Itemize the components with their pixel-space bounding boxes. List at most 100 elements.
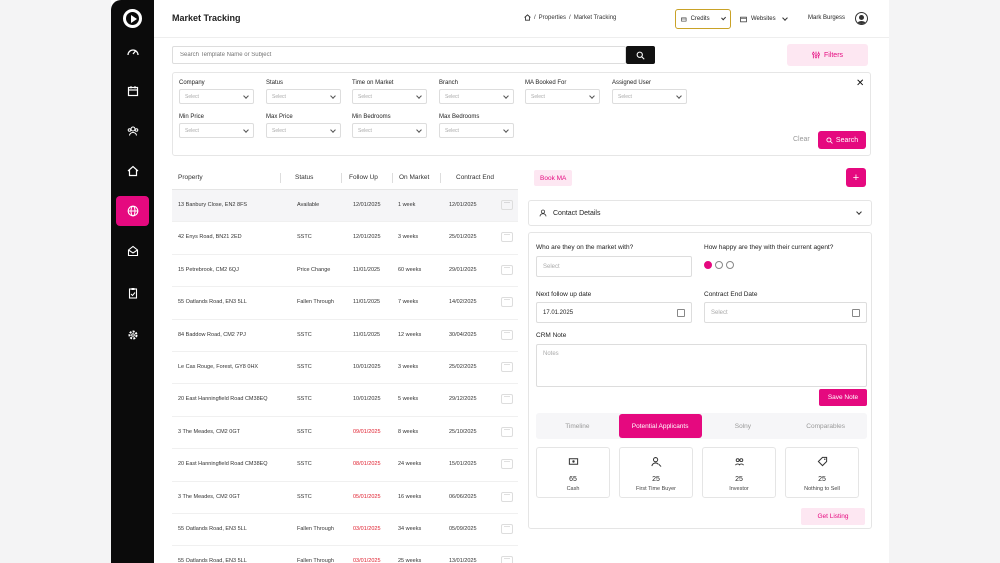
breadcrumb-market-tracking[interactable]: Market Tracking <box>573 14 617 21</box>
avatar[interactable] <box>855 12 868 25</box>
select-placeholder: Select <box>185 93 199 100</box>
max-bedrooms-select[interactable]: Select <box>439 123 514 138</box>
column-header-on-market[interactable]: On Market <box>399 174 430 181</box>
min-price-select[interactable]: Select <box>179 123 254 138</box>
globe-icon[interactable] <box>116 196 149 226</box>
assigned-user-select[interactable]: Select <box>612 89 687 104</box>
tab-potential-applicants[interactable]: Potential Applicants <box>618 414 702 438</box>
contact-details-header[interactable]: Contact Details <box>528 200 872 226</box>
chevron-down-icon <box>330 92 336 99</box>
table-row[interactable]: 42 Enys Road, BN21 2ED SSTC 12/01/2025 3 we… <box>172 222 518 255</box>
min-bedrooms-select[interactable]: Select <box>352 123 427 138</box>
unhappy-face-icon[interactable] <box>704 261 712 269</box>
calendar-icon[interactable] <box>116 76 149 106</box>
cell-contract-end: 29/12/2025 <box>449 396 477 403</box>
logo-icon[interactable] <box>123 9 142 28</box>
status-select[interactable]: Select <box>266 89 341 104</box>
search-label: Search <box>835 136 859 144</box>
filter-label: MA Booked For <box>525 80 567 86</box>
more-options-icon[interactable]: ··· <box>501 329 513 340</box>
applicant-card-nothing-to-sell[interactable]: 25 Nothing to Sell <box>785 447 859 498</box>
more-options-icon[interactable]: ··· <box>501 297 513 308</box>
clear-button[interactable]: Clear <box>793 136 810 143</box>
column-header-status[interactable]: Status <box>295 174 314 181</box>
market-with-select[interactable]: Select <box>536 256 692 277</box>
next-follow-up-input[interactable]: 17.01.2025 <box>536 302 692 323</box>
table-row[interactable]: 55 Oatlands Road, EN3 5LL Fallen Through 1… <box>172 287 518 320</box>
users-icon[interactable] <box>116 116 149 146</box>
applicant-card-investor[interactable]: 25 Investor <box>702 447 776 498</box>
column-header-contract-end[interactable]: Contract End <box>456 174 494 181</box>
table-row[interactable]: 55 Oatlands Road, EN3 5LL Fallen Through 0… <box>172 546 518 563</box>
add-button[interactable]: + <box>846 168 866 187</box>
max-price-select[interactable]: Select <box>266 123 341 138</box>
clipboard-icon[interactable] <box>116 278 149 308</box>
credits-dropdown[interactable]: Credits <box>675 9 731 29</box>
more-options-icon[interactable]: ··· <box>501 556 513 563</box>
filter-search-button[interactable]: Search <box>818 131 866 149</box>
book-ma-button[interactable]: Book MA <box>534 170 573 186</box>
filter-label: Min Price <box>179 114 205 120</box>
plus-icon: + <box>852 171 860 184</box>
filters-button[interactable]: Filters <box>787 44 868 66</box>
contract-end-input[interactable]: Select <box>704 302 867 323</box>
neutral-face-icon[interactable] <box>715 261 723 269</box>
cell-follow-up: 11/01/2025 <box>353 299 381 306</box>
filter-label: Time on Market <box>352 80 394 86</box>
cell-on-market: 3 weeks <box>398 363 419 370</box>
more-options-icon[interactable]: ··· <box>501 491 513 502</box>
ma-booked-for-select[interactable]: Select <box>525 89 600 104</box>
more-options-icon[interactable]: ··· <box>501 361 513 372</box>
table-row[interactable]: 20 East Hanningfield Road CM38EQ SSTC 08/0… <box>172 449 518 482</box>
user-name[interactable]: Mark Burgess <box>808 15 846 21</box>
tab-comparables[interactable]: Comparables <box>806 422 845 430</box>
cell-follow-up: 05/01/2025 <box>353 493 381 500</box>
notes-textarea[interactable]: Notes <box>536 344 867 387</box>
branch-select[interactable]: Select <box>439 89 514 104</box>
time-on-market-select[interactable]: Select <box>352 89 427 104</box>
table-row[interactable]: 3 The Meades, CM2 0GT SSTC 05/01/2025 16 we… <box>172 482 518 514</box>
more-options-icon[interactable]: ··· <box>501 264 513 275</box>
websites-dropdown[interactable]: Websites <box>735 9 793 29</box>
applicant-card-first-time-buyer[interactable]: 25 First Time Buyer <box>619 447 693 498</box>
column-header-property[interactable]: Property <box>178 174 203 181</box>
table-row[interactable]: Le Cas Rouge, Forest, GY8 0HX SSTC 10/01/2… <box>172 352 518 385</box>
gear-icon[interactable] <box>116 320 149 350</box>
breadcrumb-properties[interactable]: Properties <box>538 14 567 21</box>
tab-timeline[interactable]: Timeline <box>565 422 590 430</box>
table-row[interactable]: 13 Banbury Close, EN2 8FS Available 12/01/… <box>172 190 518 223</box>
more-options-icon[interactable]: ··· <box>501 394 513 405</box>
search-input[interactable] <box>172 46 626 64</box>
table-row[interactable]: 20 East Hanningfield Road CM38EQ SSTC 10/0… <box>172 384 518 417</box>
table-row[interactable]: 3 The Meades, CM2 0GT SSTC 09/01/2025 8 wee… <box>172 417 518 450</box>
close-icon[interactable]: ✕ <box>856 78 865 89</box>
applicant-card-cash[interactable]: 65 Cash <box>536 447 610 498</box>
table-row[interactable]: 55 Oatlands Road, EN3 5LL Fallen Through 0… <box>172 514 518 547</box>
select-placeholder: Select <box>618 93 632 100</box>
calendar-icon[interactable] <box>852 309 860 317</box>
filter-min-bedrooms: Min Bedrooms Select <box>352 114 427 138</box>
filter-label: Company <box>179 80 205 86</box>
more-options-icon[interactable]: ··· <box>501 200 513 210</box>
happy-face-icon[interactable] <box>726 261 734 269</box>
tab-solny[interactable]: Solny <box>734 422 751 430</box>
calendar-icon[interactable] <box>677 309 685 317</box>
dashboard-icon[interactable] <box>116 37 149 67</box>
get-listing-button[interactable]: Get Listing <box>801 508 865 525</box>
chevron-down-icon <box>243 126 249 133</box>
more-options-icon[interactable]: ··· <box>501 459 513 470</box>
more-options-icon[interactable]: ··· <box>501 523 513 534</box>
table-row[interactable]: 15 Petrebrook, CM2 6QJ Price Change 11/01/… <box>172 255 518 288</box>
more-options-icon[interactable]: ··· <box>501 426 513 437</box>
column-header-follow-up[interactable]: Follow Up <box>349 174 378 181</box>
home-icon[interactable] <box>116 156 149 186</box>
investor-icon <box>734 458 745 466</box>
table-row[interactable]: 84 Baddow Road, CM2 7PJ SSTC 11/01/2025 12 … <box>172 320 518 352</box>
search-button[interactable] <box>626 46 655 64</box>
home-icon[interactable] <box>524 14 531 21</box>
more-options-icon[interactable]: ··· <box>501 232 513 243</box>
save-note-button[interactable]: Save Note <box>819 389 867 406</box>
company-select[interactable]: Select <box>179 89 254 104</box>
mail-icon[interactable] <box>116 236 149 266</box>
cell-property: 3 The Meades, CM2 0GT <box>178 428 240 435</box>
